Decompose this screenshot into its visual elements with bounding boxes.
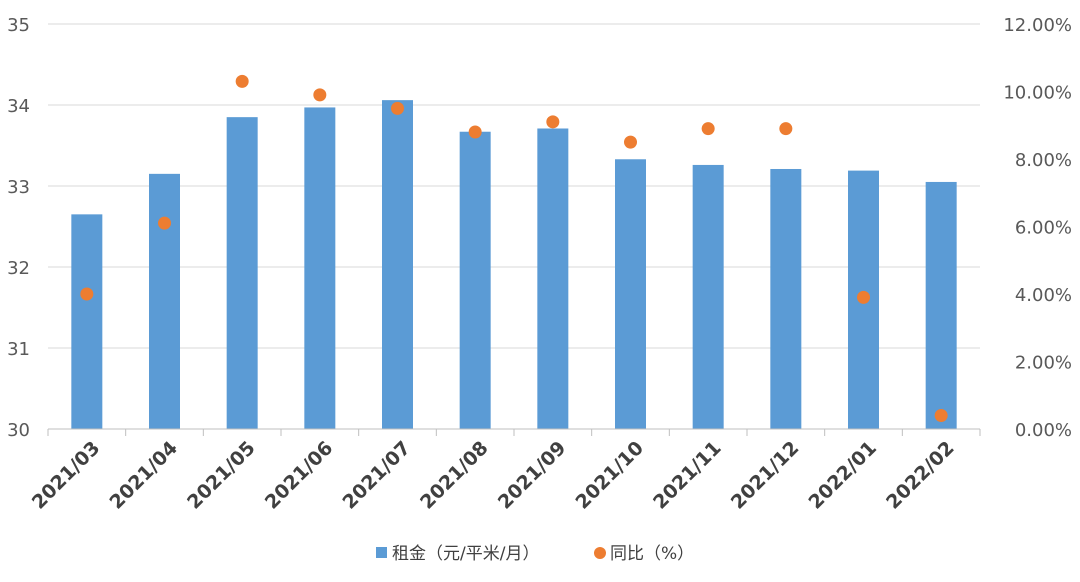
bar [226,117,258,430]
x-tick-label: 2021/07 [338,437,415,514]
scatter-point [624,135,637,149]
scatter-point [857,290,870,304]
y-right-tick-label: 8.00% [1015,150,1072,171]
bar [925,181,957,429]
scatter-point [468,125,482,139]
x-tick-label: 2022/02 [882,437,959,514]
scatter-point [80,287,94,301]
x-tick-label: 2021/12 [727,437,804,514]
x-tick-label: 2021/06 [261,437,338,514]
y-right-tick-label: 6.00% [1015,218,1072,239]
x-tick-label: 2021/08 [416,437,493,514]
y-left-tick-label: 31 [7,339,30,360]
bar [459,131,491,430]
legend-bar-swatch [376,547,387,558]
bar [770,168,802,430]
x-tick-label: 2021/04 [105,437,182,514]
x-tick-label: 2021/09 [494,437,571,514]
legend-bar-label: 租金（元/平米/月） [392,544,539,564]
y-right-tick-label: 12.00% [1003,15,1072,36]
scatter-point [158,216,171,230]
legend-dot-swatch [594,547,606,559]
bar [382,100,413,429]
y-right-tick-label: 2.00% [1015,353,1072,374]
scatter-point [313,88,327,102]
legend-dot-label: 同比（%） [610,544,694,564]
bar-series [71,100,957,430]
bar [149,173,180,429]
bar [692,164,724,429]
x-tick-label: 2021/03 [28,437,105,514]
scatter-point [701,122,715,136]
scatter-point [235,74,249,88]
legend: 租金（元/平米/月） 同比（%） [376,544,694,564]
y-right-tick-label: 10.00% [1003,83,1072,104]
y-right-tick-label: 4.00% [1015,285,1072,306]
scatter-point [934,409,948,422]
scatter-point [546,115,560,129]
x-tick-label: 2021/11 [649,437,726,514]
bar [304,107,336,430]
scatter-point [779,122,793,136]
y-left-tick-label: 35 [7,15,30,36]
y-left-tick-label: 33 [7,177,30,198]
scatter-point [391,101,404,115]
y-left-tick-label: 34 [7,96,30,117]
y-left-tick-label: 32 [7,258,30,279]
x-tick-label: 2022/01 [804,437,881,514]
bar [71,214,103,429]
y-right-tick-label: 0.00% [1015,420,1072,441]
scatter-series [80,74,948,422]
bar [537,128,569,430]
y-left-tick-label: 30 [7,420,30,441]
bar [615,159,646,429]
x-tick-label: 2021/05 [183,437,260,514]
x-tick-label: 2021/10 [571,437,648,514]
gridlines [48,23,980,349]
